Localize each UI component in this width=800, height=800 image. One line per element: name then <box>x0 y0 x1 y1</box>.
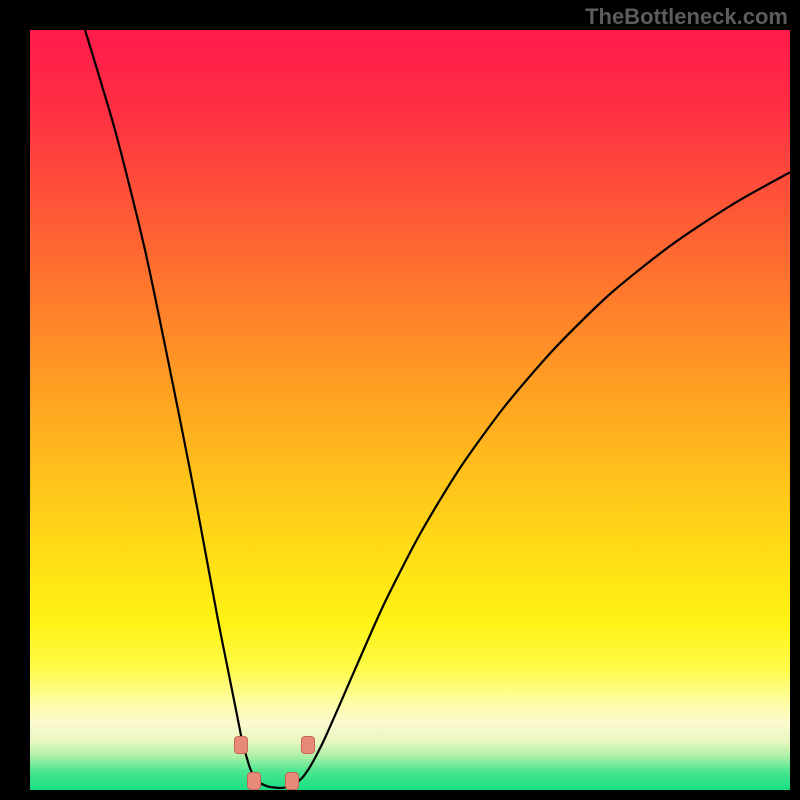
data-marker <box>301 736 315 754</box>
data-marker <box>285 772 299 790</box>
marker-layer <box>30 30 790 790</box>
plot-area <box>30 30 790 790</box>
data-marker <box>247 772 261 790</box>
data-marker <box>234 736 248 754</box>
watermark-text: TheBottleneck.com <box>585 4 788 30</box>
